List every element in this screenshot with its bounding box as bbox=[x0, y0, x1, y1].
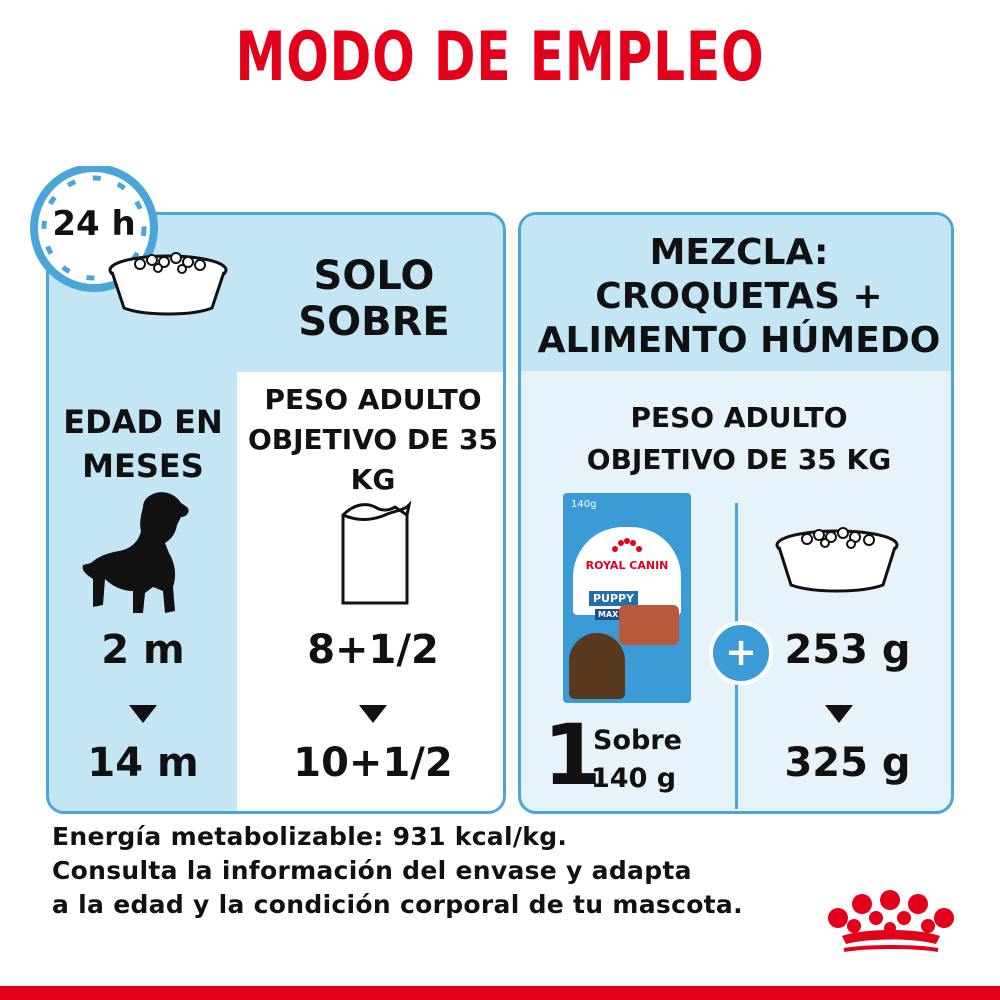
mezcla-header-bg bbox=[521, 215, 951, 371]
footer-line: Consulta la información del envase y ada… bbox=[52, 856, 692, 885]
solo-sobre-panel: SOLO SOBRE EDAD EN MESES PESO ADULTO OBJ… bbox=[46, 212, 506, 814]
pouch-from: 8+1/2 bbox=[307, 627, 439, 673]
kibble-from: 253 g bbox=[784, 627, 911, 673]
puppy-icon bbox=[82, 492, 189, 613]
target-weight-label: PESO ADULTO OBJETIVO DE 35 KG bbox=[247, 383, 499, 496]
pouch-product-size: MAXI bbox=[595, 609, 625, 620]
mezcla-heading: MEZCLA: CROQUETAS + ALIMENTO HÚMEDO bbox=[537, 232, 941, 361]
food-bowl-icon bbox=[108, 252, 228, 316]
mezcla-panel: MEZCLA: CROQUETAS + ALIMENTO HÚMEDO PESO… bbox=[518, 212, 954, 814]
clock-icon bbox=[30, 166, 158, 292]
footer-line: Energía metabolizable: 931 kcal/kg. bbox=[52, 822, 568, 851]
pouch-food-photo bbox=[619, 605, 679, 645]
age-from: 2 m bbox=[101, 627, 185, 673]
age-label: EDAD EN MESES bbox=[63, 403, 223, 485]
target-weight-label: PESO ADULTO OBJETIVO DE 35 KG bbox=[586, 401, 892, 476]
pouch-icon bbox=[341, 500, 412, 605]
plus-icon: + bbox=[709, 621, 773, 685]
clock-badge: 24 h bbox=[24, 166, 164, 306]
pouch-product-name: PUPPY bbox=[589, 591, 639, 606]
pouch-weight: 140g bbox=[571, 499, 597, 510]
footer-note: Energía metabolizable: 931 kcal/kg. Cons… bbox=[52, 820, 743, 922]
pouch-brand: ROYAL CANIN bbox=[585, 559, 669, 572]
solo-sobre-heading: SOLO SOBRE bbox=[298, 253, 450, 345]
age-to: 14 m bbox=[87, 740, 199, 786]
royal-canin-crown-logo bbox=[828, 890, 954, 952]
pouch-dog-photo bbox=[569, 633, 625, 699]
pouch-to: 10+1/2 bbox=[293, 740, 453, 786]
kibble-to: 325 g bbox=[784, 740, 911, 786]
clock-label: 24 h bbox=[52, 204, 136, 244]
footer-line: a la edad y la condición corporal de tu … bbox=[52, 890, 743, 919]
food-bowl-icon bbox=[775, 527, 899, 593]
pouch-count: 1 bbox=[543, 706, 602, 804]
arrow-down-icon bbox=[359, 705, 387, 723]
weight-column-bg bbox=[237, 372, 503, 811]
brand-bar bbox=[0, 986, 1000, 1000]
page-title: MODO DE EMPLEO bbox=[235, 18, 765, 97]
arrow-down-icon bbox=[129, 705, 157, 723]
arrow-down-icon bbox=[825, 705, 853, 723]
crown-logo-icon bbox=[612, 538, 642, 552]
pouch-weight-value: 140 g bbox=[591, 763, 677, 794]
pouch-unit: Sobre bbox=[593, 725, 682, 756]
product-pouch-image: 140g ROYAL CANIN PUPPY MAXI bbox=[563, 493, 691, 703]
